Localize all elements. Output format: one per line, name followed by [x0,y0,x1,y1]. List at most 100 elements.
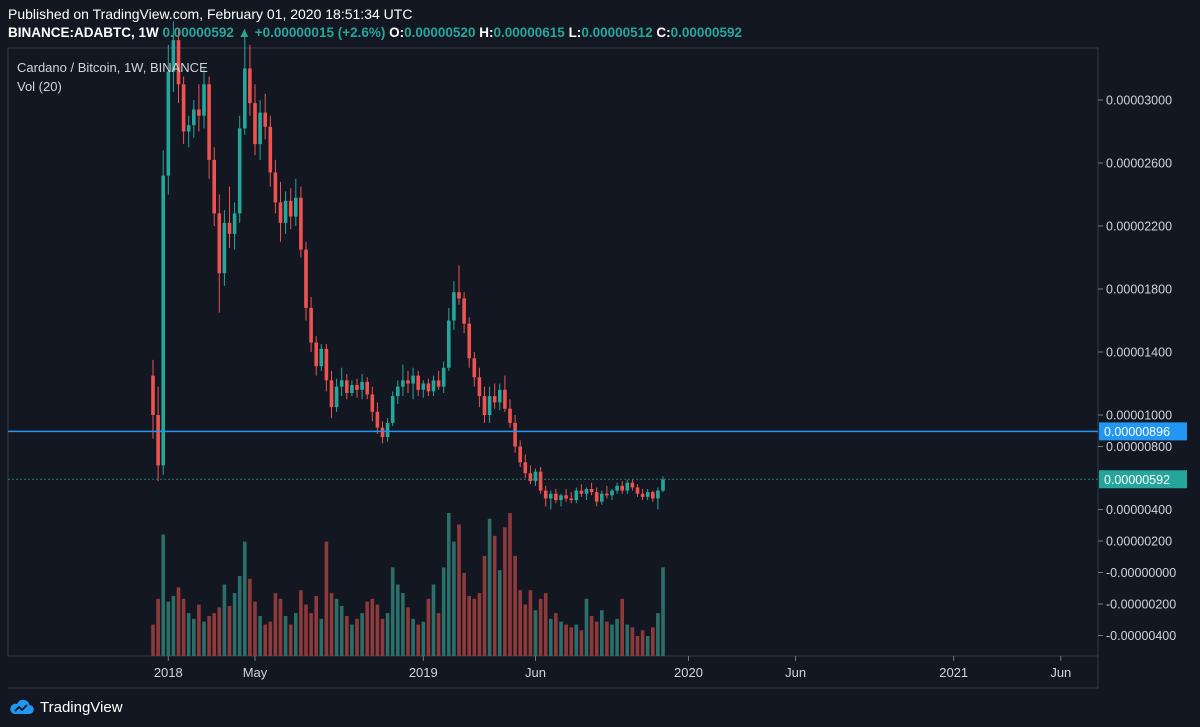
volume-bar [283,615,288,656]
candle-body [406,380,410,384]
volume-bar [640,630,645,656]
candle-body [345,380,349,393]
volume-bar [549,618,553,656]
volume-bars [151,513,665,656]
volume-bar [243,541,247,656]
volume-bar [161,534,165,656]
volume-bar [375,604,380,656]
volume-bar [661,567,665,656]
y-tick-label: 0.00000200 [1106,535,1172,549]
candle-body [207,84,211,160]
candle-body [508,408,512,423]
volume-bar [273,593,278,656]
candle-body [278,202,283,223]
candle-body [457,292,461,299]
candle-body [441,367,446,387]
candle-body [447,320,451,368]
volume-bar [620,598,624,656]
candle-body [299,197,303,250]
candle-body [217,213,222,274]
volume-bar [288,624,293,656]
volume-bar [441,567,446,656]
y-tick-label: 0.00001000 [1106,409,1172,423]
volume-bar [645,635,650,656]
x-tick-label: May [243,665,268,680]
candle-body [518,446,522,463]
candle-body [554,493,558,501]
candle-body [268,126,273,173]
volume-bar [217,607,222,656]
candle-body [202,84,206,116]
volume-bar [467,595,471,656]
candle-body [161,175,165,466]
candle-body [304,249,308,308]
candle-body [538,471,543,491]
volume-bar [528,590,533,656]
low-value: 0.00000512 [581,25,653,40]
candle-body [370,394,375,412]
volume-bar [319,618,324,656]
volume-bar [462,573,466,656]
candle-body [630,482,635,488]
y-tick-label: 0.00000400 [1106,503,1172,517]
volume-bar [513,555,517,656]
time-axis: 2018 May 2019 Jun 2020 Jun 2021 Jun [154,656,1071,680]
volume-bar [492,535,497,656]
volume-bar [431,584,436,656]
volume-bar [523,604,528,656]
volume-bar [181,598,186,656]
candle-body [258,112,262,145]
volume-bar [370,598,375,656]
volume-bar [635,635,640,656]
open-value: 0.00000520 [404,25,476,40]
volume-bar [651,627,655,656]
volume-bar [197,604,201,656]
volume-bar [426,598,431,656]
volume-bar [600,610,604,656]
candle-body [197,109,201,116]
candle-body [273,172,278,203]
candle-body [574,490,579,501]
candle-body [543,490,548,499]
candle-body [329,380,334,408]
x-tick-label: Jun [525,665,546,680]
y-tick-label: 0.00001400 [1106,346,1172,360]
candle-body [436,380,441,387]
volume-bar [574,624,579,656]
candle-body [263,112,267,127]
last-price-badge [1099,470,1187,489]
volume-bar [171,595,176,656]
footer-brand[interactable]: TradingView [8,698,123,716]
candle-body [528,473,533,482]
volume-bar [396,584,400,656]
candle-body [487,396,492,415]
symbol-label: BINANCE:ADABTC, 1W [8,25,159,40]
candle-body [350,385,354,393]
candle-body [411,375,415,384]
candle-body [549,493,553,499]
close-label: C: [656,25,671,40]
volume-bar [594,621,599,656]
candle-body [477,377,482,397]
volume-bar [166,601,171,656]
x-tick-label: 2018 [154,665,183,680]
chart-pane-border [7,47,1099,657]
candle-body [498,389,502,403]
volume-bar [406,607,410,656]
volume-bar [569,627,573,656]
horizontal-level-label: 0.00000896 [1104,425,1170,439]
candle-body [645,492,650,497]
candle-body [482,396,487,415]
y-tick-label: 0.00003000 [1106,94,1172,108]
volume-bar [411,618,415,656]
candle-body [661,479,665,491]
candle-body [166,71,171,176]
candle-body [600,493,604,502]
candle-body [385,422,390,438]
volume-bar [656,613,660,656]
candle-body [635,487,640,494]
volume-bar [482,555,487,656]
volume-bar [355,618,359,656]
close-value: 0.00000592 [670,25,742,40]
